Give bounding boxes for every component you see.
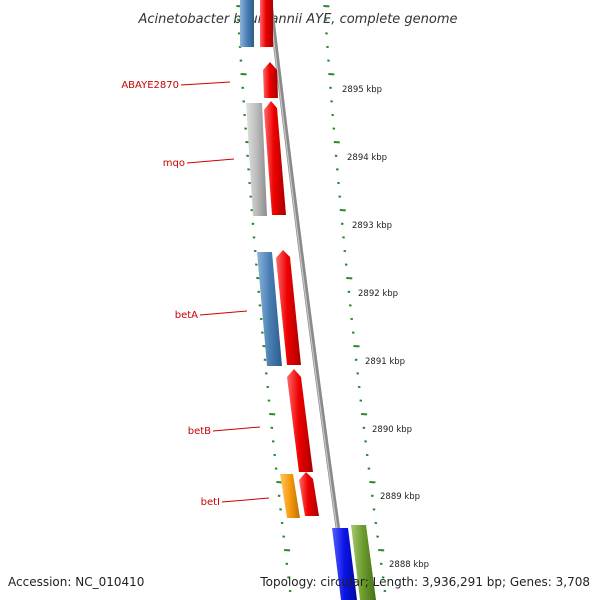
gene-leader-line xyxy=(180,81,231,86)
gene-betb-arrow[interactable] xyxy=(287,369,313,472)
feature-olive-bottom[interactable] xyxy=(351,525,376,600)
genome-backbone-highlight xyxy=(268,0,348,600)
genome-summary-text: Topology: circular; Length: 3,936,291 bp… xyxy=(259,575,590,589)
kbp-tick-label: 2889 kbp xyxy=(380,492,420,502)
gene-label-beti[interactable]: betI xyxy=(201,497,220,508)
gene-leader-line xyxy=(186,158,235,164)
gene-label-abaye2870[interactable]: ABAYE2870 xyxy=(121,80,179,91)
kbp-tick-label: 2893 kbp xyxy=(352,221,392,231)
kbp-tick-label: 2895 kbp xyxy=(342,85,382,95)
gene-leader-line xyxy=(199,310,248,316)
gene-beti-companion-orange[interactable] xyxy=(280,474,300,518)
genome-backbone xyxy=(267,0,351,600)
gene-beta-companion-blue[interactable] xyxy=(257,252,282,366)
gene-beti-arrow[interactable] xyxy=(299,472,319,516)
gene-label-betb[interactable]: betB xyxy=(188,426,211,437)
kbp-tick-label: 2894 kbp xyxy=(347,153,387,163)
gene-labels: ABAYE2870 mqo betA betB betI xyxy=(121,80,270,508)
gene-features xyxy=(240,0,376,600)
gene-abaye2870-arrow[interactable] xyxy=(263,62,278,98)
kbp-tick-label: 2888 kbp xyxy=(389,560,429,570)
outer-tick-ring xyxy=(323,5,387,593)
gene-leader-line xyxy=(212,426,261,432)
kbp-tick-label: 2890 kbp xyxy=(372,425,412,435)
inner-tick-ring xyxy=(236,5,292,593)
gene-beta-arrow[interactable] xyxy=(276,250,301,365)
feature-steelblue-top[interactable] xyxy=(240,0,254,47)
gene-mqo-companion-gray[interactable] xyxy=(246,103,267,216)
kbp-tick-label: 2891 kbp xyxy=(365,357,405,367)
kbp-tick-label: 2892 kbp xyxy=(358,289,398,299)
gene-leader-line xyxy=(221,497,270,503)
kbp-scale-labels: 2895 kbp 2894 kbp 2893 kbp 2892 kbp 2891… xyxy=(342,85,429,570)
map-title: Acinetobacter baumannii AYE, complete ge… xyxy=(137,12,457,27)
feature-blue-bottom[interactable] xyxy=(332,528,357,600)
accession-text: Accession: NC_010410 xyxy=(8,575,144,589)
feature-red-top[interactable] xyxy=(260,0,273,47)
gene-label-mqo[interactable]: mqo xyxy=(163,158,185,169)
gene-label-beta[interactable]: betA xyxy=(175,310,198,321)
gene-mqo-arrow[interactable] xyxy=(264,101,286,215)
